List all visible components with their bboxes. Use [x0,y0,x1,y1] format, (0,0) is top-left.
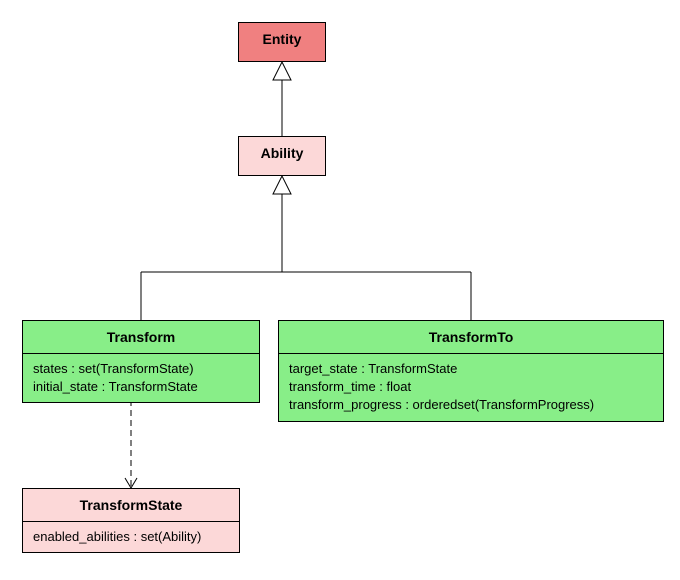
transform-attr: states : set(TransformState) [33,360,249,378]
transformstate-attrs: enabled_abilities : set(Ability) [23,522,239,552]
transformto-attrs: target_state : TransformState transform_… [279,354,663,421]
transformto-attr: transform_time : float [289,378,653,396]
transform-class: Transform states : set(TransformState) i… [22,320,260,403]
transformstate-attr: enabled_abilities : set(Ability) [33,528,229,546]
transformstate-class: TransformState enabled_abilities : set(A… [22,488,240,553]
transformstate-title: TransformState [23,489,239,522]
transformto-attr: target_state : TransformState [289,360,653,378]
transform-title: Transform [23,321,259,354]
ability-title: Ability [239,137,325,169]
transformto-title: TransformTo [279,321,663,354]
transform-attrs: states : set(TransformState) initial_sta… [23,354,259,402]
entity-title: Entity [239,23,325,55]
transform-attr: initial_state : TransformState [33,378,249,396]
entity-class: Entity [238,22,326,62]
ability-class: Ability [238,136,326,176]
transformto-attr: transform_progress : orderedset(Transfor… [289,396,653,414]
transformto-class: TransformTo target_state : TransformStat… [278,320,664,422]
